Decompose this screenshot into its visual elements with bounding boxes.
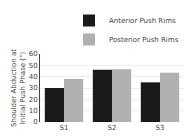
svg-text:20: 20: [29, 96, 38, 104]
svg-text:S2: S2: [108, 124, 117, 132]
svg-text:40: 40: [29, 73, 38, 81]
svg-text:0: 0: [33, 118, 37, 126]
svg-text:Shoulder Abduction atInitial P: Shoulder Abduction atInitial Push Phase …: [10, 49, 27, 127]
svg-text:Anterior Push Rims: Anterior Push Rims: [109, 17, 176, 25]
svg-text:50: 50: [29, 62, 38, 70]
svg-text:30: 30: [29, 84, 38, 92]
svg-text:60: 60: [29, 50, 38, 58]
svg-text:S1: S1: [60, 124, 69, 132]
svg-text:10: 10: [29, 107, 38, 115]
svg-text:S3: S3: [156, 124, 165, 132]
svg-text:Posterior Push Rims: Posterior Push Rims: [109, 36, 179, 44]
